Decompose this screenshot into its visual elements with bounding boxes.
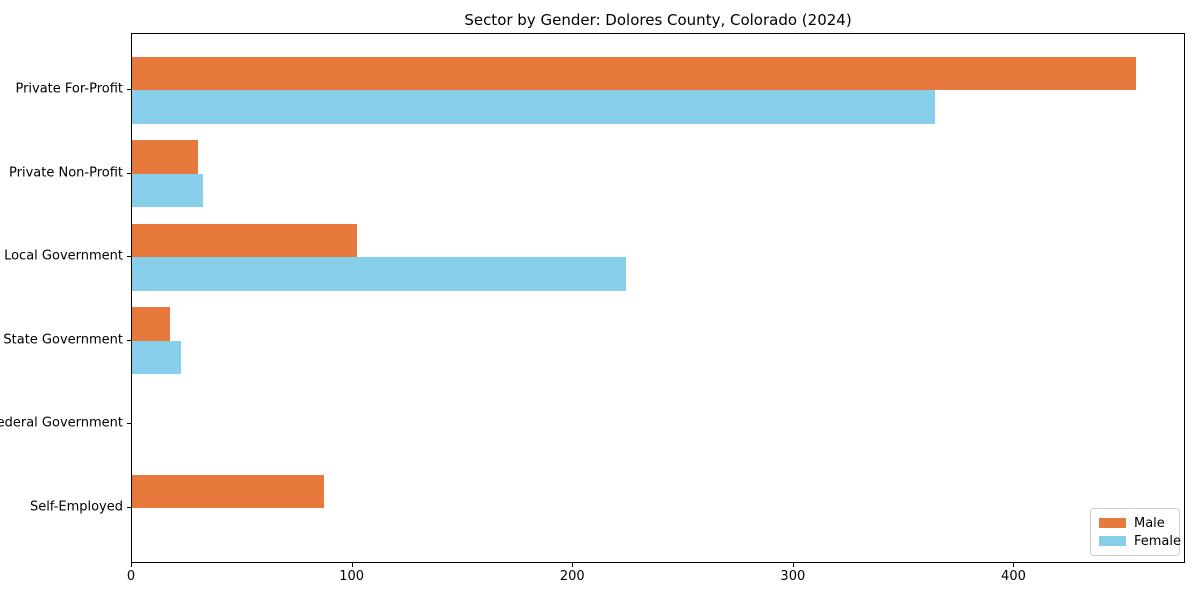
bar-male-1 — [132, 140, 199, 174]
bar-male-5 — [132, 474, 324, 508]
legend-swatch-male — [1099, 518, 1126, 528]
bar-male-3 — [132, 307, 170, 341]
legend-item-female: Female — [1099, 533, 1181, 549]
bar-male-0 — [132, 56, 1136, 90]
legend-swatch-female — [1099, 536, 1126, 546]
y-tick-label-3: State Government — [3, 332, 123, 348]
y-tick-label-0: Private For-Profit — [15, 81, 123, 97]
x-tick-label-200: 200 — [559, 569, 585, 584]
x-tick-label-0: 0 — [126, 569, 136, 584]
y-tick-mark — [127, 507, 131, 508]
bar-female-3 — [132, 340, 181, 375]
y-tick-label-4: Federal Government — [0, 415, 123, 431]
bar-female-0 — [132, 90, 936, 124]
plot-area — [131, 33, 1185, 563]
x-tick-mark — [131, 563, 132, 567]
x-tick-mark — [351, 563, 353, 567]
x-tick-mark — [572, 563, 574, 567]
x-tick-label-300: 300 — [780, 569, 806, 584]
bar-male-2 — [132, 223, 358, 258]
chart-title: Sector by Gender: Dolores County, Colora… — [464, 11, 852, 29]
y-tick-label-5: Self-Employed — [29, 499, 123, 515]
bar-female-2 — [132, 257, 627, 291]
legend-label-female: Female — [1134, 533, 1182, 549]
y-tick-mark — [127, 89, 131, 90]
legend-item-male: Male — [1099, 515, 1171, 531]
x-tick-mark — [792, 563, 794, 567]
y-tick-label-1: Private Non-Profit — [9, 165, 123, 181]
legend-label-male: Male — [1134, 515, 1165, 531]
y-tick-mark — [127, 423, 131, 425]
y-tick-mark — [127, 256, 131, 258]
y-tick-mark — [127, 172, 131, 174]
x-tick-label-100: 100 — [339, 569, 365, 584]
y-tick-label-2: Local Government — [4, 248, 123, 264]
x-tick-label-400: 400 — [1001, 569, 1026, 584]
x-tick-mark — [1013, 563, 1015, 567]
legend: Male Female — [1090, 508, 1181, 556]
bar-female-1 — [132, 173, 203, 208]
y-tick-mark — [127, 339, 131, 341]
